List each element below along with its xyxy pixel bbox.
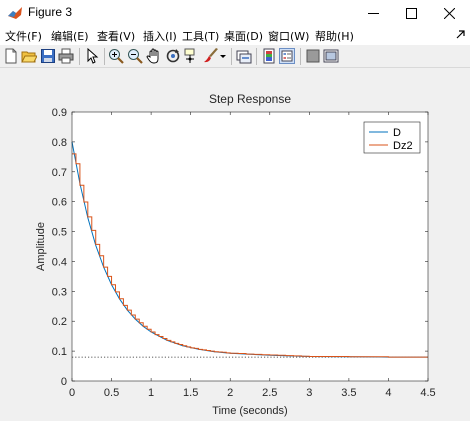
figure-toolbar: [0, 45, 470, 68]
y-tick-label: 0.5: [52, 227, 67, 239]
x-tick-label: 3: [306, 387, 312, 399]
toolbar-separator: [256, 48, 257, 65]
toolbar-separator: [231, 48, 232, 65]
minimize-icon: [367, 12, 379, 14]
y-tick-label: 0.6: [52, 197, 67, 209]
chart-title: Step Response: [209, 92, 291, 106]
rotate-button[interactable]: [165, 48, 181, 64]
open-file-button[interactable]: [21, 48, 37, 64]
series-line-dz2[interactable]: [72, 153, 428, 358]
matlab-figure-icon: [8, 7, 22, 19]
x-tick-label: 0: [69, 387, 75, 399]
new-figure-icon: [5, 48, 17, 64]
x-tick-label: 1.5: [183, 387, 198, 399]
data-cursor-button[interactable]: [184, 48, 200, 64]
zoom-in-button[interactable]: [108, 48, 124, 64]
close-button[interactable]: [428, 0, 470, 26]
pan-button[interactable]: [146, 48, 162, 64]
y-axis-label: Amplitude: [35, 222, 47, 271]
menu-edit[interactable]: 编辑(E): [51, 30, 89, 43]
y-tick-label: 0: [61, 376, 67, 388]
step-response-chart[interactable]: 0 0.5 1 1.5 2 2.5 3 3.5 4 4.5 0 0.1 0.2 0.3 0.4 0.5 0.6 0…: [0, 69, 470, 421]
hide-plot-tools-button[interactable]: [305, 48, 321, 64]
y-tick-label: 0.4: [52, 256, 67, 268]
menu-desktop[interactable]: 桌面(D): [224, 30, 264, 43]
hide-plot-tools-icon: [306, 49, 320, 63]
window-titlebar: Figure 3: [0, 0, 470, 26]
toolbar-separator: [79, 48, 80, 65]
figure-canvas[interactable]: 0 0.5 1 1.5 2 2.5 3 3.5 4 4.5 0 0.1 0.2 0.3 0.4 0.5 0.6 0…: [0, 69, 470, 421]
x-axis-label: Time (seconds): [212, 405, 287, 417]
menu-view[interactable]: 查看(V): [97, 30, 136, 43]
show-plot-tools-icon: [323, 49, 339, 63]
axes-frame: [71, 111, 429, 382]
show-plot-tools-button[interactable]: [323, 48, 339, 64]
insert-legend-button[interactable]: [279, 48, 295, 64]
x-tick-label: 3.5: [341, 387, 356, 399]
x-tick-label: 2: [227, 387, 233, 399]
y-tick-label: 0.7: [52, 167, 67, 179]
y-tick-label: 0.3: [52, 286, 67, 298]
toolbar-separator: [104, 48, 105, 65]
close-icon: [443, 7, 455, 19]
zoom-out-button[interactable]: [127, 48, 143, 64]
toolbar-separator: [300, 48, 301, 65]
menu-file[interactable]: 文件(F): [5, 30, 42, 43]
y-tick-label: 0.8: [52, 137, 67, 149]
minimize-button[interactable]: [352, 0, 394, 26]
window-title: Figure 3: [28, 5, 73, 19]
maximize-icon: [405, 7, 417, 19]
brush-dropdown[interactable]: [219, 48, 227, 64]
x-tick-label: 4.5: [420, 387, 435, 399]
legend-entry-label: Dz2: [393, 140, 413, 152]
data-cursor-icon: [184, 48, 195, 63]
chevron-down-icon: [220, 55, 226, 58]
insert-colorbar-button[interactable]: [261, 48, 277, 64]
menu-window[interactable]: 窗口(W): [268, 30, 310, 43]
y-tick-label: 0.2: [52, 316, 67, 328]
menu-insert[interactable]: 插入(I): [143, 30, 177, 43]
save-icon: [41, 49, 55, 63]
x-tick-label: 1: [148, 387, 154, 399]
brush-button[interactable]: [203, 48, 219, 64]
legend-icon: [279, 48, 295, 64]
edit-plot-button[interactable]: [84, 48, 100, 64]
legend-entry-label: D: [393, 127, 401, 139]
x-tick-label: 2.5: [262, 387, 277, 399]
axes-background[interactable]: [72, 112, 428, 381]
pan-icon: [146, 48, 159, 64]
open-file-icon: [21, 51, 37, 63]
print-button[interactable]: [58, 48, 74, 64]
link-plot-icon: [236, 50, 252, 64]
menu-tools[interactable]: 工具(T): [182, 30, 220, 43]
menu-bar: 文件(F) 编辑(E) 查看(V) 插入(I) 工具(T) 桌面(D) 窗口(W…: [0, 26, 470, 45]
x-tick-label: 0.5: [104, 387, 119, 399]
new-figure-button[interactable]: [3, 48, 19, 64]
dock-arrow-icon[interactable]: [456, 30, 465, 39]
maximize-button[interactable]: [390, 0, 432, 26]
x-tick-label: 4: [385, 387, 391, 399]
rotate-icon: [166, 49, 180, 63]
colorbar-icon: [263, 48, 275, 64]
zoom-out-icon: [128, 49, 143, 64]
print-icon: [58, 48, 74, 64]
brush-icon: [204, 48, 218, 63]
legend-box[interactable]: [363, 121, 421, 154]
save-button[interactable]: [40, 48, 56, 64]
pointer-icon: [87, 48, 99, 64]
link-plot-button[interactable]: [236, 48, 252, 64]
zoom-in-icon: [109, 49, 124, 64]
y-tick-label: 0.1: [52, 346, 67, 358]
y-tick-label: 0.9: [52, 107, 67, 119]
menu-help[interactable]: 帮助(H): [315, 30, 354, 43]
